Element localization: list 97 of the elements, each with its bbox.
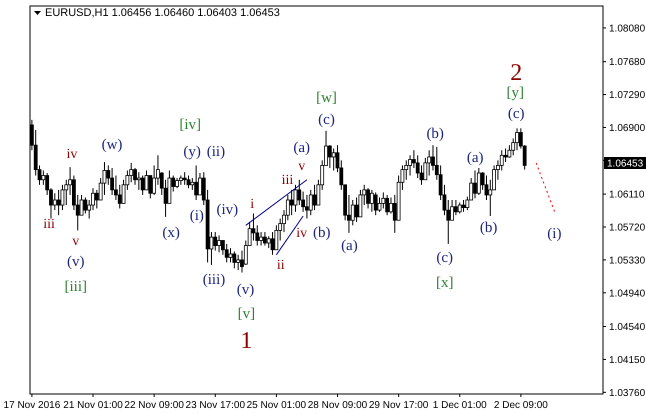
annotation: (b): [426, 126, 444, 142]
annotation: (v): [67, 254, 85, 270]
annotation: (iii): [202, 272, 226, 288]
candlestick: [385, 194, 390, 216]
annotation: [iii]: [64, 279, 88, 295]
candlestick: [473, 170, 477, 199]
x-tick-label: 28 Nov 09:00: [308, 400, 368, 411]
annotation: [w]: [316, 90, 337, 106]
candlestick: [182, 172, 187, 186]
annotation: 2: [510, 60, 522, 86]
annotation: (a): [293, 140, 310, 156]
x-tick-label: 22 Nov 09:00: [124, 400, 184, 411]
candlestick: [213, 232, 218, 252]
annotation: iii: [282, 173, 294, 188]
annotation: (b): [480, 220, 498, 236]
candlestick: [60, 184, 64, 211]
candlestick: [52, 192, 57, 211]
x-tick-label: 29 Nov 17:00: [368, 400, 429, 411]
y-tick-label: 1.04940: [609, 288, 646, 300]
y-tick-label: 1.05720: [609, 222, 646, 234]
candlestick: [381, 192, 386, 209]
annotation: (c): [318, 112, 335, 128]
candlestick: [312, 184, 316, 211]
annotation: (a): [341, 238, 358, 254]
annotation: (c): [436, 250, 454, 266]
candlestick: [305, 194, 309, 220]
candlestick: [294, 184, 298, 212]
y-tick-label: 1.06900: [609, 122, 646, 134]
annotation: [iv]: [179, 117, 202, 133]
candlestick: [263, 232, 267, 246]
annotation: (a): [466, 150, 484, 166]
candlestick: [56, 189, 61, 216]
candlestick: [236, 254, 240, 271]
candlestick: [228, 248, 232, 263]
x-tick-label: 17 Nov 2016: [4, 400, 61, 411]
annotation: i: [250, 197, 254, 212]
annotation: (iv): [216, 202, 238, 218]
candlestick: [370, 189, 374, 212]
candlestick: [458, 202, 462, 214]
candlestick: [266, 236, 271, 249]
candlestick: [186, 175, 190, 189]
y-tick-label: 1.04540: [609, 322, 646, 334]
candlestick: [374, 192, 378, 216]
candlestick: [332, 148, 336, 171]
candlestick: [270, 232, 274, 256]
annotation: [x]: [436, 275, 454, 291]
candlestick: [217, 234, 221, 253]
candlestick: [194, 164, 198, 200]
y-tick-label: 1.07290: [609, 90, 646, 102]
annotation: ii: [276, 258, 285, 273]
candlestick: [175, 178, 179, 189]
annotation: v: [72, 234, 80, 249]
candlestick: [259, 232, 263, 246]
annotation: v: [298, 159, 306, 174]
candlestick: [290, 189, 294, 216]
candlestick: [140, 175, 145, 196]
candlestick: [136, 172, 141, 190]
candlestick: [366, 188, 370, 209]
candlestick: [504, 148, 508, 163]
y-tick-label: 1.05330: [609, 255, 646, 266]
y-tick-label: 1.04150: [609, 354, 646, 366]
annotation: [v]: [238, 306, 256, 322]
text: 1.06453: [607, 158, 644, 170]
annotation: (c): [508, 106, 525, 122]
x-tick-label: 21 Nov 01:00: [63, 400, 124, 411]
annotation: (b): [312, 225, 330, 241]
annotation: 1: [240, 328, 252, 354]
y-tick-label: 1.07680: [609, 57, 646, 68]
annotation: (y): [183, 144, 201, 160]
annotation: iii: [43, 217, 56, 232]
candlestick: [232, 250, 236, 269]
annotation: (ii): [206, 144, 226, 160]
candlestick: [224, 243, 229, 263]
candlestick: [308, 189, 313, 216]
candlestick: [476, 167, 481, 196]
annotation: iv: [66, 147, 78, 162]
annotation: iv: [296, 226, 308, 241]
chart-title: EURUSD,H1 1.06456 1.06460 1.06403 1.06453: [45, 7, 280, 19]
y-tick-label: 1.03760: [609, 388, 646, 399]
x-tick-label: 23 Nov 17:00: [186, 400, 246, 411]
annotation: (w): [102, 137, 122, 153]
annotation: (i): [547, 226, 562, 242]
candlestick: [178, 175, 183, 186]
candlestick: [378, 196, 382, 212]
annotation: [y]: [506, 85, 524, 101]
candlestick: [462, 200, 466, 212]
x-tick-label: 2 Dec 09:00: [494, 400, 548, 411]
candlestick: [354, 196, 358, 222]
x-tick-label: 25 Nov 01:00: [246, 400, 307, 411]
annotation: (v): [236, 282, 254, 298]
x-tick-label: 1 Dec 01:00: [432, 400, 488, 411]
annotation: (x): [162, 225, 180, 241]
candlestick: [328, 144, 332, 168]
candlestick: [427, 150, 432, 176]
y-tick-label: 1.08080: [609, 23, 646, 34]
y-tick-label: 1.06110: [609, 190, 645, 201]
annotation: (i): [190, 208, 204, 224]
